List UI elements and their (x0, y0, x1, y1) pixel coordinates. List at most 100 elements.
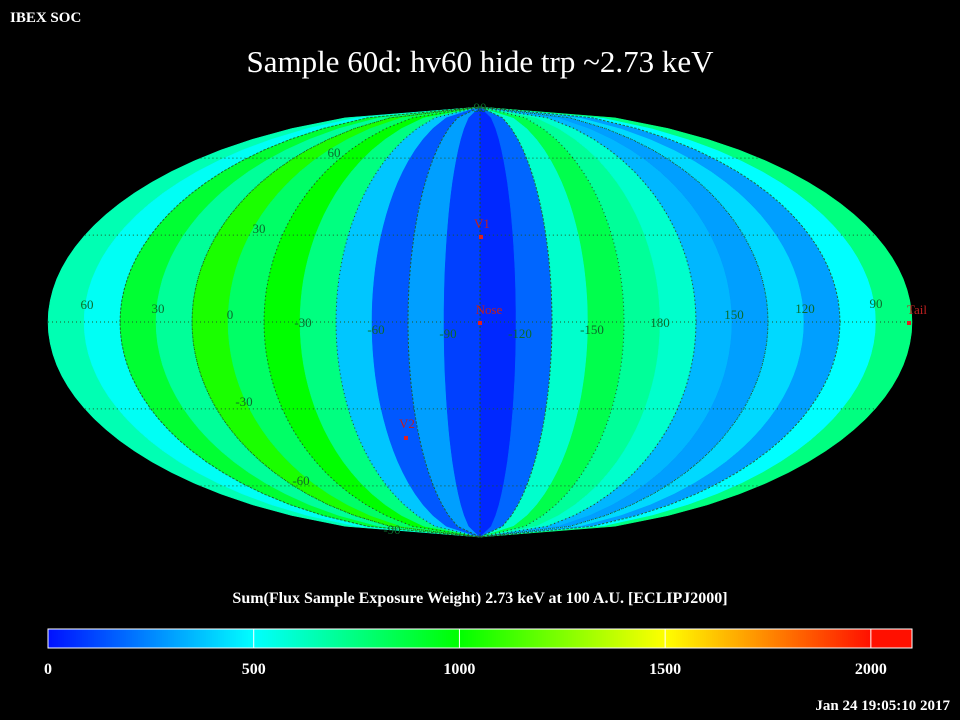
colorbar-cell (58, 629, 61, 648)
marker-label: V1 (474, 216, 490, 231)
colorbar-cell (356, 629, 359, 648)
colorbar-cell (444, 629, 447, 648)
colorbar-cell (728, 629, 731, 648)
colorbar-cell (778, 629, 781, 648)
colorbar-cell (598, 629, 601, 648)
colorbar-cell (724, 629, 727, 648)
colorbar-cell (430, 629, 433, 648)
colorbar-cell (744, 629, 747, 648)
colorbar-cell (868, 629, 871, 648)
colorbar-cell (852, 629, 855, 648)
colorbar-cell (740, 629, 743, 648)
colorbar-cell (340, 629, 343, 648)
colorbar-cell (432, 629, 435, 648)
meridian (191, 106, 481, 538)
colorbar-cell (552, 629, 555, 648)
colorbar-cell (764, 629, 767, 648)
colorbar-cell (584, 629, 587, 648)
colorbar-cell (828, 629, 831, 648)
colorbar-cell (422, 629, 425, 648)
colorbar-cell (856, 629, 859, 648)
colorbar-cell (388, 629, 391, 648)
colorbar-cell (270, 629, 273, 648)
colorbar-cell (358, 629, 361, 648)
colorbar-cell (512, 629, 515, 648)
colorbar-cell (792, 629, 795, 648)
colorbar-cell (866, 629, 869, 648)
colorbar-cell (836, 629, 839, 648)
colorbar-cell (210, 629, 213, 648)
lon-label: 90 (870, 296, 883, 311)
colorbar-cell (166, 629, 169, 648)
colorbar-cell (886, 629, 889, 648)
colorbar-cell (676, 629, 679, 648)
colorbar-cell (782, 629, 785, 648)
colorbar-cell (794, 629, 797, 648)
colorbar-cell (736, 629, 739, 648)
colorbar-cell (854, 629, 857, 648)
colorbar-cell (222, 629, 225, 648)
colorbar-cell (904, 629, 907, 648)
colorbar-cell (860, 629, 863, 648)
colorbar-cell (820, 629, 823, 648)
colorbar-cell (354, 629, 357, 648)
colorbar-cell (168, 629, 171, 648)
colorbar-cell (266, 629, 269, 648)
colorbar-cell (158, 629, 161, 648)
lon-label: 150 (724, 307, 744, 322)
colorbar-cell (650, 629, 653, 648)
colorbar-cell (688, 629, 691, 648)
colorbar-cell (310, 629, 313, 648)
colorbar-cell (304, 629, 307, 648)
colorbar-cell (302, 629, 305, 648)
colorbar-cell (56, 629, 59, 648)
colorbar-cell (234, 629, 237, 648)
colorbar-cell (530, 629, 533, 648)
colorbar-cell (96, 629, 99, 648)
colorbar-cell (498, 629, 501, 648)
colorbar-cell (562, 629, 565, 648)
colorbar-cell (698, 629, 701, 648)
colorbar-cell (408, 629, 411, 648)
colorbar-cell (834, 629, 837, 648)
lon-label: -150 (580, 322, 604, 337)
colorbar-cell (260, 629, 263, 648)
colorbar-cell (534, 629, 537, 648)
colorbar-cell (248, 629, 251, 648)
colorbar-cell (352, 629, 355, 648)
colorbar-cell (326, 629, 329, 648)
colorbar-cell (346, 629, 349, 648)
colorbar-cell (84, 629, 87, 648)
lat-label: -30 (235, 394, 252, 409)
colorbar-cell (82, 629, 85, 648)
colorbar-cell (454, 629, 457, 648)
colorbar-cell (638, 629, 641, 648)
colorbar-cell (708, 629, 711, 648)
colorbar-cell (176, 629, 179, 648)
colorbar-cell (416, 629, 419, 648)
colorbar-cell (494, 629, 497, 648)
colorbar-cell (656, 629, 659, 648)
colorbar-cell (194, 629, 197, 648)
colorbar-cell (738, 629, 741, 648)
marker (404, 436, 408, 440)
colorbar-cell (152, 629, 155, 648)
colorbar-cell (742, 629, 745, 648)
colorbar-cell (706, 629, 709, 648)
colorbar-cell (250, 629, 253, 648)
colorbar-cell (258, 629, 261, 648)
colorbar-cell (486, 629, 489, 648)
colorbar-cell (78, 629, 81, 648)
colorbar-cell (262, 629, 265, 648)
colorbar-cell (216, 629, 219, 648)
lon-label: -120 (508, 326, 532, 341)
colorbar-cell (434, 629, 437, 648)
colorbar-cell (798, 629, 801, 648)
colorbar-cell (802, 629, 805, 648)
lat-label: 30 (253, 221, 266, 236)
colorbar-cell (790, 629, 793, 648)
colorbar-cell (634, 629, 637, 648)
colorbar-cell (468, 629, 471, 648)
lon-label: 0 (227, 307, 234, 322)
colorbar-cell (548, 629, 551, 648)
